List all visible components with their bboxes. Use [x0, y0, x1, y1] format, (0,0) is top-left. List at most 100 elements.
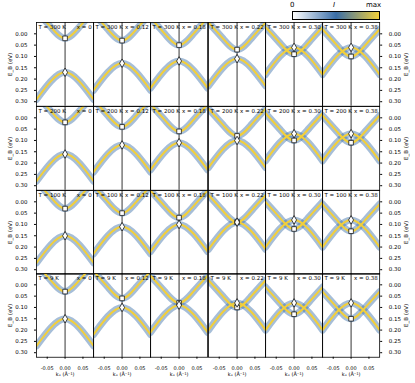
- svg-text:0.10: 0.10: [388, 137, 401, 143]
- svg-text:0.05: 0.05: [15, 126, 28, 132]
- svg-text:0.05: 0.05: [135, 365, 146, 371]
- svg-text:x = 0.30: x = 0.30: [297, 108, 321, 114]
- svg-text:0.05: 0.05: [388, 293, 401, 299]
- svg-text:0.05: 0.05: [249, 365, 260, 371]
- svg-text:x = 0.12: x = 0.12: [125, 108, 149, 114]
- svg-text:0.25: 0.25: [388, 255, 401, 261]
- svg-text:0.00: 0.00: [288, 365, 299, 371]
- svg-text:x = 0.22: x = 0.22: [240, 24, 264, 30]
- svg-text:0.00: 0.00: [15, 31, 28, 37]
- svg-text:T = 200 K: T = 200 K: [152, 108, 181, 114]
- svg-text:0.15: 0.15: [15, 232, 28, 238]
- svg-text:0.15: 0.15: [388, 232, 401, 238]
- svg-text:E_B (eV): E_B (eV): [402, 53, 409, 76]
- svg-text:0.05: 0.05: [15, 209, 28, 215]
- svg-text:T = 100 K: T = 100 K: [323, 192, 352, 198]
- svg-text:0.10: 0.10: [388, 304, 401, 310]
- svg-text:0.30: 0.30: [15, 266, 28, 272]
- svg-text:0.25: 0.25: [388, 171, 401, 177]
- svg-text:0.00: 0.00: [15, 282, 28, 288]
- svg-text:0.00: 0.00: [60, 365, 71, 371]
- svg-text:0.00: 0.00: [345, 365, 356, 371]
- svg-text:x = 0.30: x = 0.30: [297, 276, 321, 282]
- svg-text:E_B (eV): E_B (eV): [402, 137, 409, 160]
- svg-text:0.00: 0.00: [388, 31, 401, 37]
- svg-text:x = 0.12: x = 0.12: [125, 276, 149, 282]
- svg-text:0.30: 0.30: [388, 182, 401, 188]
- svg-text:T = 200 K: T = 200 K: [37, 108, 66, 114]
- svg-text:T = 100 K: T = 100 K: [209, 192, 238, 198]
- svg-text:0.30: 0.30: [388, 266, 401, 272]
- svg-text:0.20: 0.20: [388, 76, 401, 82]
- svg-text:T = 9 K: T = 9 K: [209, 276, 231, 282]
- svg-text:0.05: 0.05: [15, 42, 28, 48]
- svg-text:0.15: 0.15: [15, 148, 28, 154]
- svg-text:0.15: 0.15: [388, 316, 401, 322]
- svg-text:kₓ (Å⁻¹): kₓ (Å⁻¹): [227, 371, 246, 377]
- svg-text:0.20: 0.20: [15, 243, 28, 249]
- svg-text:0.30: 0.30: [15, 98, 28, 104]
- svg-text:T = 300 K: T = 300 K: [209, 24, 238, 30]
- svg-text:x = 0.18: x = 0.18: [182, 276, 206, 282]
- svg-text:0.10: 0.10: [15, 221, 28, 227]
- svg-text:T = 100 K: T = 100 K: [37, 192, 66, 198]
- svg-text:0.25: 0.25: [15, 171, 28, 177]
- svg-text:0.10: 0.10: [388, 53, 401, 59]
- svg-text:0.05: 0.05: [306, 365, 317, 371]
- svg-text:0.05: 0.05: [15, 293, 28, 299]
- svg-text:E_B (eV): E_B (eV): [7, 137, 14, 160]
- svg-text:-0.05: -0.05: [155, 365, 168, 371]
- svg-text:E_B (eV): E_B (eV): [7, 220, 14, 243]
- svg-text:0.15: 0.15: [388, 65, 401, 71]
- svg-text:kₓ (Å⁻¹): kₓ (Å⁻¹): [342, 371, 361, 377]
- svg-text:T = 300 K: T = 300 K: [95, 24, 124, 30]
- svg-text:x = 0.38: x = 0.38: [354, 108, 378, 114]
- svg-text:x = 0.30: x = 0.30: [297, 192, 321, 198]
- svg-text:-0.05: -0.05: [212, 365, 225, 371]
- svg-text:0.10: 0.10: [15, 304, 28, 310]
- svg-text:T = 9 K: T = 9 K: [95, 276, 117, 282]
- svg-text:x = 0: x = 0: [77, 192, 92, 198]
- svg-text:x = 0.18: x = 0.18: [182, 192, 206, 198]
- svg-text:kₓ (Å⁻¹): kₓ (Å⁻¹): [284, 371, 303, 377]
- svg-text:T = 100 K: T = 100 K: [152, 192, 181, 198]
- svg-text:0.30: 0.30: [15, 350, 28, 356]
- svg-text:x = 0: x = 0: [77, 108, 92, 114]
- svg-text:x = 0.30: x = 0.30: [297, 24, 321, 30]
- svg-text:0.05: 0.05: [363, 365, 374, 371]
- svg-text:0.25: 0.25: [15, 338, 28, 344]
- svg-text:kₓ (Å⁻¹): kₓ (Å⁻¹): [170, 371, 189, 377]
- svg-text:T = 9 K: T = 9 K: [37, 276, 59, 282]
- svg-text:E_B (eV): E_B (eV): [402, 220, 409, 243]
- svg-text:-0.05: -0.05: [327, 365, 340, 371]
- svg-text:0.05: 0.05: [388, 126, 401, 132]
- svg-text:kₓ (Å⁻¹): kₓ (Å⁻¹): [113, 371, 132, 377]
- svg-text:kₓ (Å⁻¹): kₓ (Å⁻¹): [56, 371, 75, 377]
- svg-text:0.30: 0.30: [388, 98, 401, 104]
- svg-text:0.00: 0.00: [231, 365, 242, 371]
- svg-text:-0.05: -0.05: [98, 365, 111, 371]
- svg-text:0.20: 0.20: [388, 327, 401, 333]
- svg-text:x = 0: x = 0: [77, 24, 92, 30]
- svg-text:E_B (eV): E_B (eV): [7, 53, 14, 76]
- svg-text:-0.05: -0.05: [41, 365, 54, 371]
- svg-text:x = 0.18: x = 0.18: [182, 108, 206, 114]
- svg-text:0.15: 0.15: [15, 65, 28, 71]
- svg-text:T = 100 K: T = 100 K: [95, 192, 124, 198]
- svg-text:0.00: 0.00: [388, 282, 401, 288]
- svg-text:0.10: 0.10: [15, 137, 28, 143]
- svg-text:T = 100 K: T = 100 K: [266, 192, 295, 198]
- svg-text:0.00: 0.00: [388, 198, 401, 204]
- svg-text:x = 0.12: x = 0.12: [125, 24, 149, 30]
- svg-text:0.05: 0.05: [192, 365, 203, 371]
- svg-text:E_B (eV): E_B (eV): [7, 304, 14, 327]
- svg-text:0.20: 0.20: [15, 327, 28, 333]
- svg-text:T = 200 K: T = 200 K: [266, 108, 295, 114]
- svg-text:x = 0.18: x = 0.18: [182, 24, 206, 30]
- svg-text:0.20: 0.20: [15, 160, 28, 166]
- svg-text:0.20: 0.20: [388, 160, 401, 166]
- svg-text:0.25: 0.25: [388, 338, 401, 344]
- svg-text:0.05: 0.05: [388, 42, 401, 48]
- svg-text:0.05: 0.05: [388, 209, 401, 215]
- svg-text:0.10: 0.10: [388, 221, 401, 227]
